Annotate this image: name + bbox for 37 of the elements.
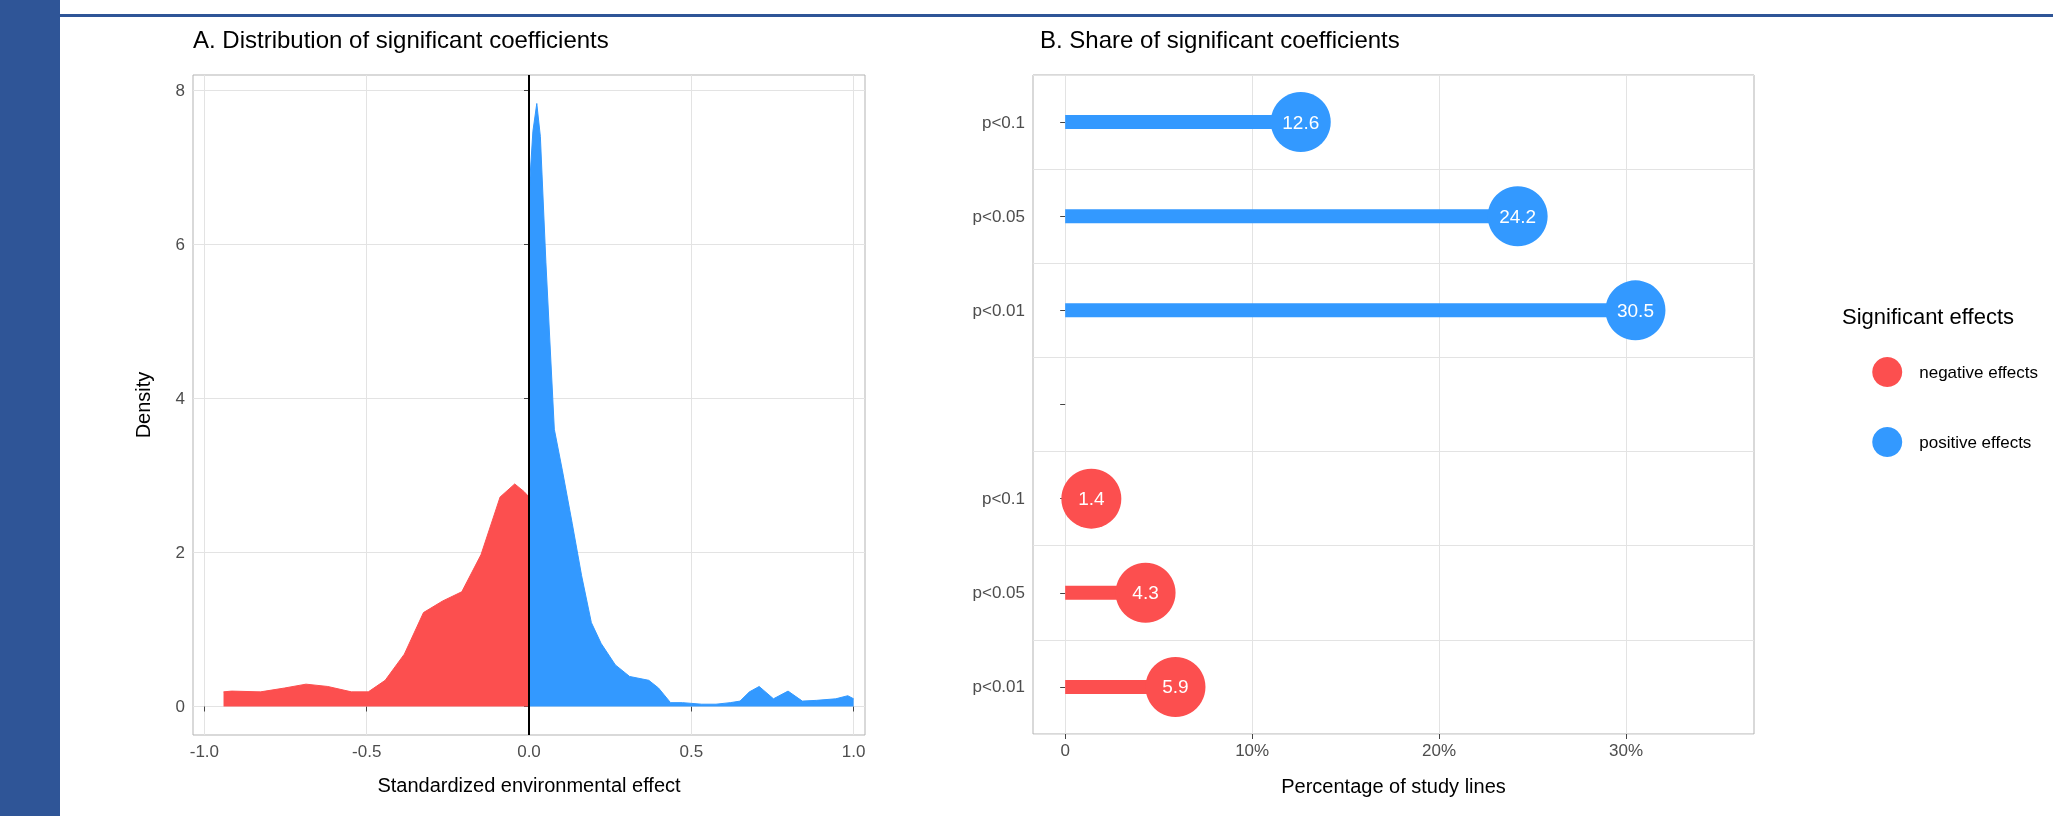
- chart-title: B. Share of significant coefficients: [1040, 25, 1400, 53]
- y-tick-label: p<0.05: [972, 206, 1025, 226]
- data-label: 12.6: [1282, 111, 1320, 133]
- x-tick-label: -1.0: [189, 742, 220, 761]
- x-tick-label: 30%: [1609, 741, 1644, 760]
- data-label: 4.3: [1132, 582, 1159, 604]
- legend-label: positive effects: [1919, 432, 2032, 452]
- data-label: 5.9: [1162, 676, 1189, 698]
- point: [1061, 468, 1122, 529]
- y-tick-label: 8: [175, 80, 185, 100]
- y-tick-label: 2: [175, 542, 185, 562]
- x-tick-label: 10%: [1235, 741, 1270, 760]
- legend-label: negative effects: [1919, 362, 2039, 382]
- chart-title: A. Distribution of significant coefficients: [193, 25, 609, 53]
- data-label: 24.2: [1499, 205, 1537, 227]
- y-axis-title: Density: [132, 371, 154, 439]
- y-tick-label: p<0.01: [972, 300, 1025, 320]
- x-tick-label: 20%: [1422, 741, 1457, 760]
- x-tick-label: -0.5: [352, 742, 382, 761]
- x-axis-title: Standardized environmental effect: [377, 774, 682, 796]
- data-label: 30.5: [1616, 299, 1654, 321]
- data-label: 1.4: [1078, 488, 1105, 510]
- legend-title: Significant effects: [1841, 303, 2015, 329]
- x-tick-label: 0.0: [517, 742, 541, 761]
- x-tick-label: 1.0: [841, 742, 866, 761]
- y-tick-label: 4: [175, 388, 185, 408]
- y-tick-label: p<0.1: [981, 112, 1025, 132]
- y-tick-label: p<0.01: [972, 677, 1025, 697]
- x-tick-label: 0: [1060, 741, 1070, 760]
- y-tick-label: 6: [175, 234, 185, 254]
- point: [1115, 562, 1176, 623]
- x-tick-label: 0.5: [679, 742, 704, 761]
- y-tick-label: p<0.1: [981, 489, 1025, 509]
- point: [1145, 656, 1206, 717]
- y-tick-label: 0: [175, 697, 185, 717]
- x-axis-title: Percentage of study lines: [1281, 775, 1506, 797]
- y-tick-label: p<0.05: [972, 583, 1025, 603]
